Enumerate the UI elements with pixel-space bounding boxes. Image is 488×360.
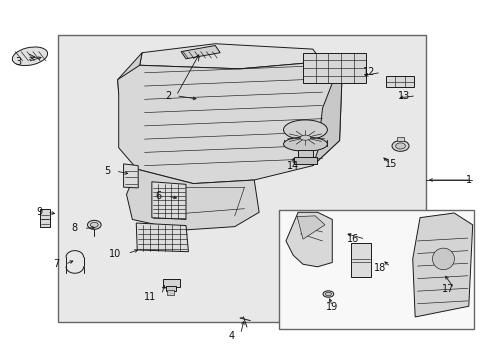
Ellipse shape bbox=[87, 220, 101, 229]
Ellipse shape bbox=[323, 291, 333, 297]
Polygon shape bbox=[152, 182, 185, 220]
Bar bbox=[278, 211, 473, 329]
Bar bbox=[58, 35, 425, 321]
Text: 5: 5 bbox=[104, 166, 110, 176]
Text: 8: 8 bbox=[71, 224, 78, 233]
Text: 17: 17 bbox=[441, 284, 453, 294]
Text: 3: 3 bbox=[15, 57, 21, 67]
Text: 16: 16 bbox=[346, 234, 358, 244]
Text: 15: 15 bbox=[384, 159, 396, 169]
Bar bbox=[294, 157, 316, 164]
Bar bbox=[298, 149, 312, 158]
Polygon shape bbox=[136, 223, 188, 252]
Text: 1: 1 bbox=[465, 175, 471, 185]
Text: 19: 19 bbox=[325, 302, 338, 312]
Text: 12: 12 bbox=[362, 67, 374, 77]
Text: 10: 10 bbox=[109, 248, 122, 258]
Polygon shape bbox=[412, 213, 472, 317]
Polygon shape bbox=[118, 62, 341, 184]
Text: 14: 14 bbox=[286, 161, 299, 171]
Polygon shape bbox=[285, 212, 331, 267]
Bar bbox=[162, 279, 179, 287]
Ellipse shape bbox=[391, 140, 408, 151]
Text: 4: 4 bbox=[228, 331, 234, 341]
Polygon shape bbox=[123, 164, 138, 188]
Polygon shape bbox=[126, 169, 259, 230]
Polygon shape bbox=[118, 53, 142, 94]
Ellipse shape bbox=[283, 137, 327, 151]
Ellipse shape bbox=[395, 143, 405, 149]
Ellipse shape bbox=[283, 120, 327, 140]
Bar bbox=[303, 53, 366, 83]
Polygon shape bbox=[297, 216, 325, 239]
Bar bbox=[385, 76, 413, 87]
Polygon shape bbox=[312, 62, 341, 166]
Bar bbox=[350, 243, 370, 277]
Text: 2: 2 bbox=[165, 91, 171, 101]
Text: 6: 6 bbox=[155, 191, 161, 201]
Polygon shape bbox=[181, 45, 220, 59]
Text: 18: 18 bbox=[373, 263, 385, 273]
Bar bbox=[167, 291, 174, 296]
Ellipse shape bbox=[431, 248, 453, 270]
Ellipse shape bbox=[300, 135, 310, 140]
Ellipse shape bbox=[12, 47, 47, 66]
Ellipse shape bbox=[325, 292, 330, 296]
Text: 9: 9 bbox=[36, 207, 42, 217]
Text: 7: 7 bbox=[53, 259, 59, 269]
Bar bbox=[165, 286, 176, 291]
Bar bbox=[396, 137, 403, 140]
Polygon shape bbox=[140, 44, 322, 69]
Text: 13: 13 bbox=[397, 91, 409, 101]
Text: 11: 11 bbox=[143, 292, 156, 302]
Ellipse shape bbox=[90, 222, 98, 227]
Bar bbox=[40, 209, 50, 226]
